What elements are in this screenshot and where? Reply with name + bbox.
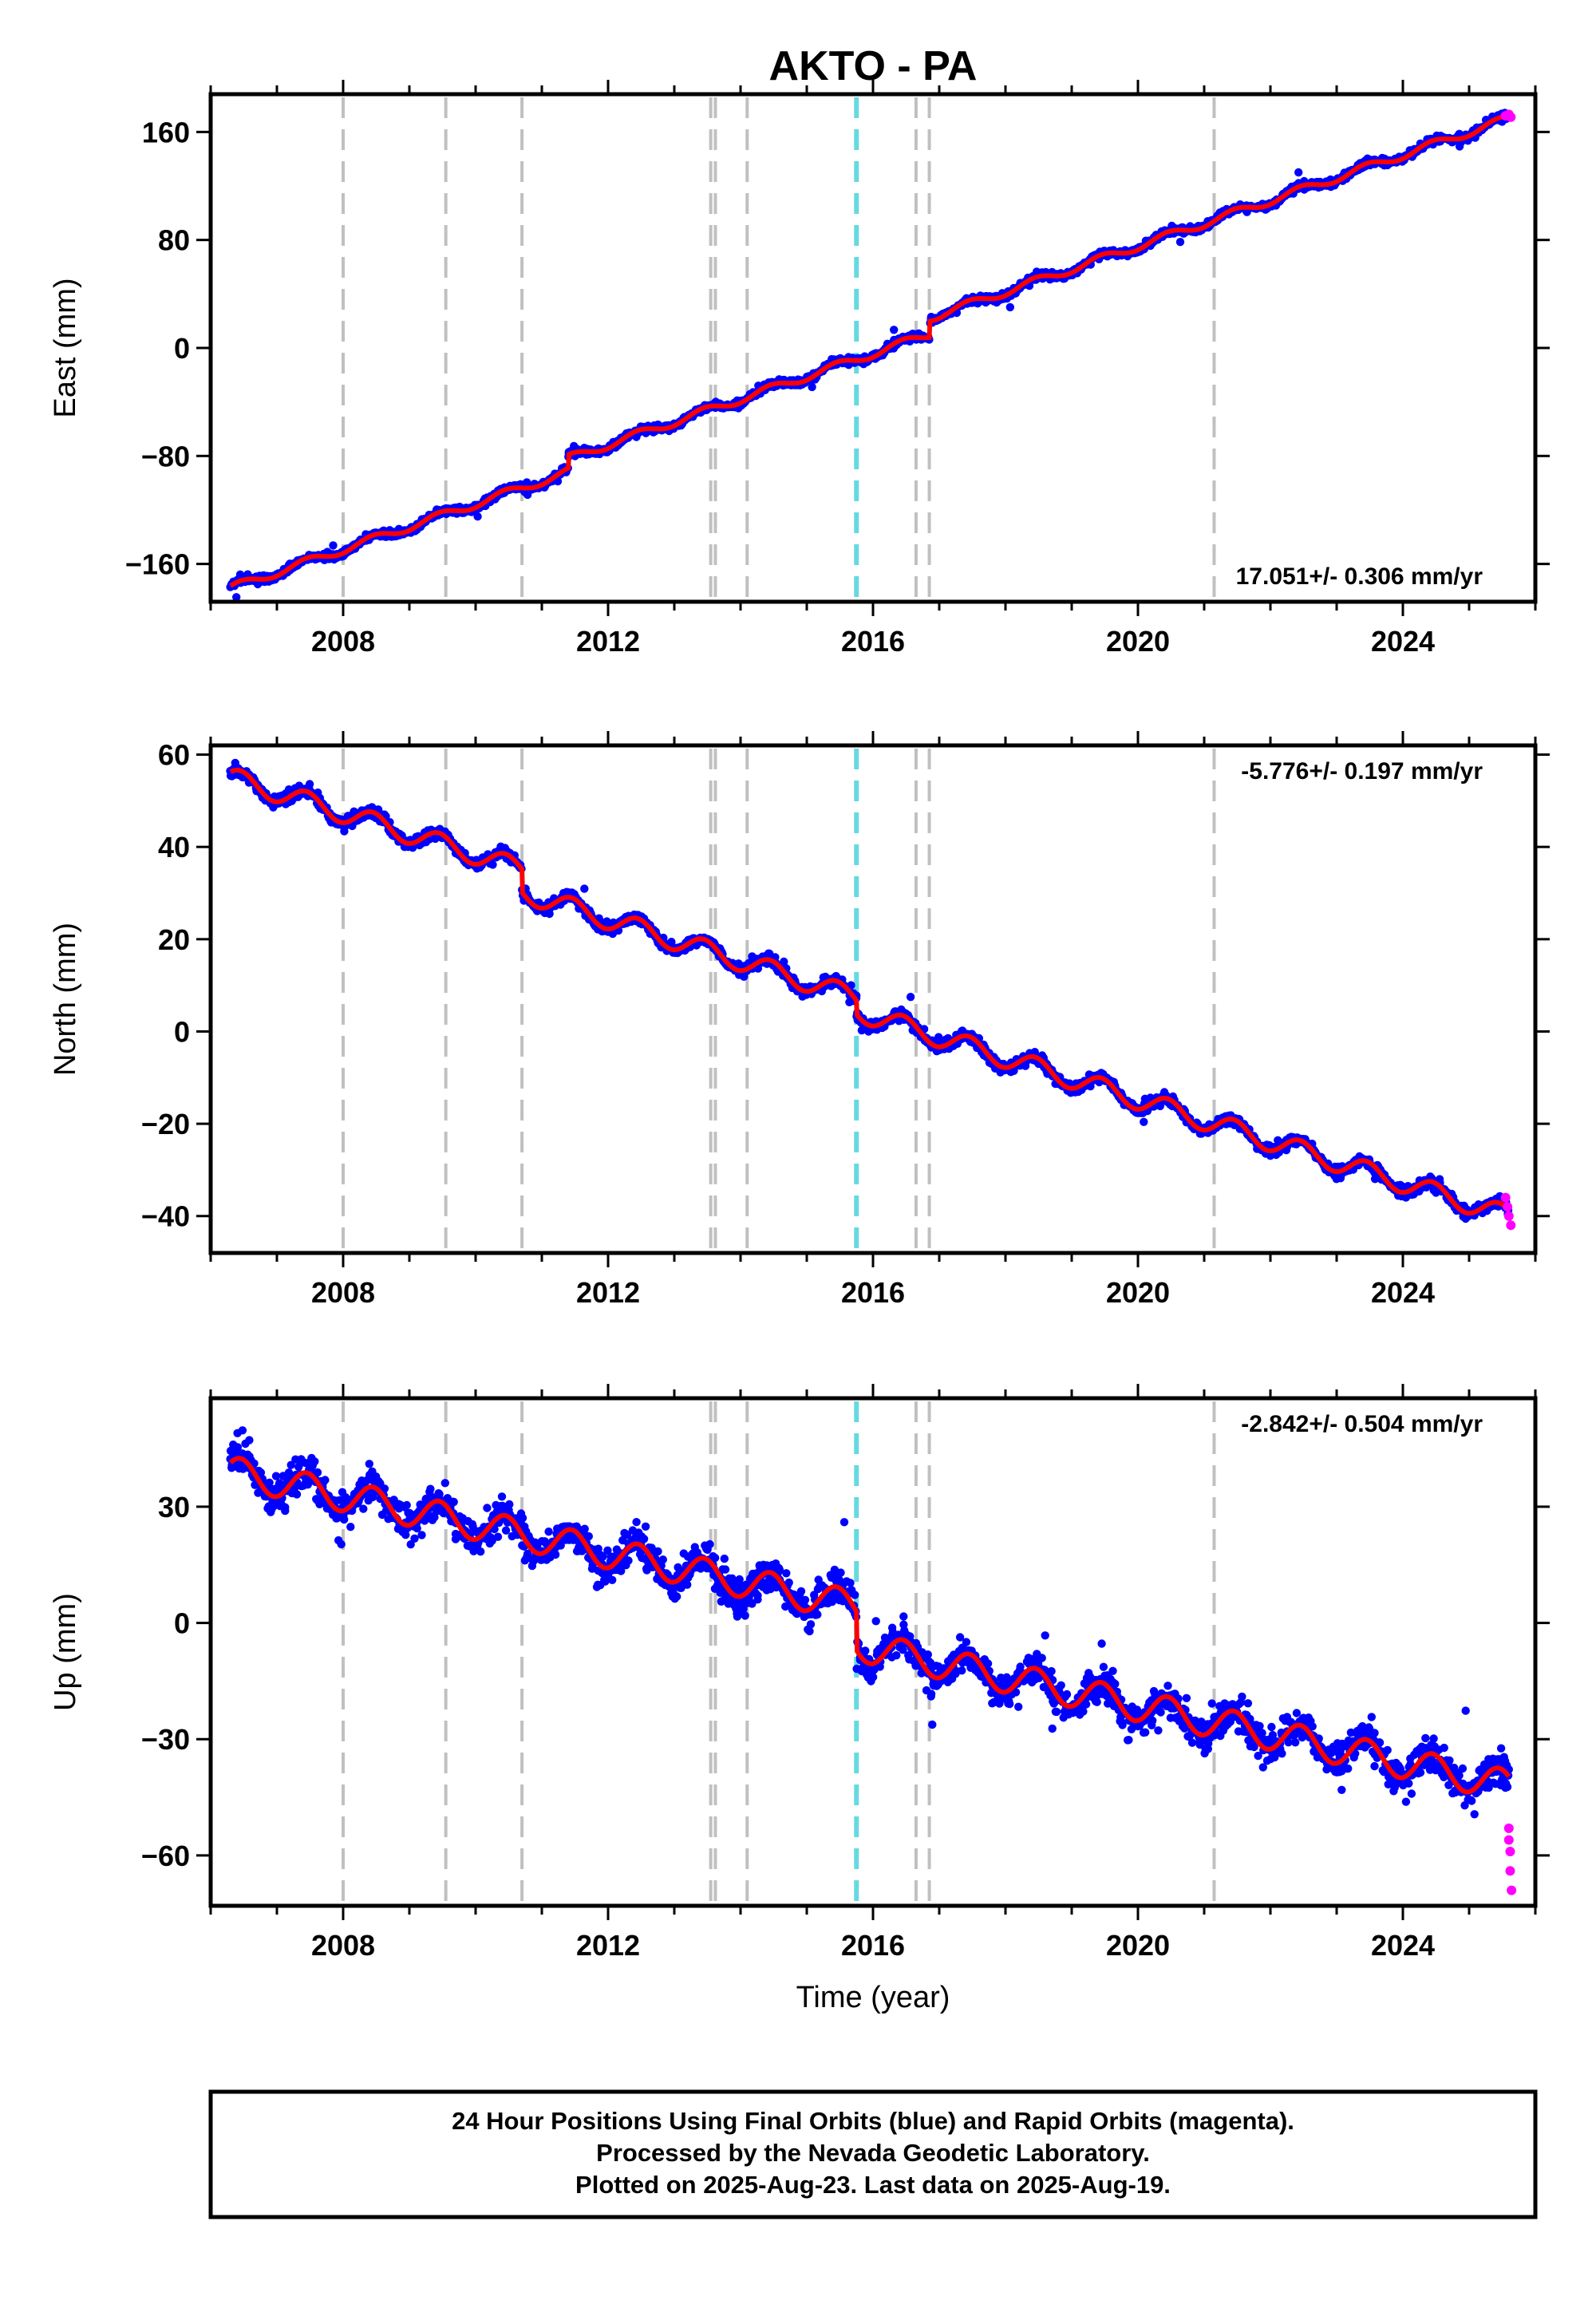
east-point — [1005, 302, 1015, 312]
east-point — [808, 382, 816, 392]
up-point — [310, 1457, 319, 1466]
y-tick-label: −20 — [141, 1108, 190, 1140]
y-tick-label: −160 — [125, 548, 190, 581]
up-point — [440, 1479, 449, 1488]
east-point — [329, 541, 338, 550]
x-tick-label: 2008 — [311, 1276, 375, 1309]
y-tick-label: −80 — [141, 440, 190, 472]
up-point — [337, 1539, 346, 1549]
y-tick-label: 0 — [174, 332, 190, 365]
east-point — [553, 476, 563, 486]
up-point — [340, 1515, 349, 1524]
north-y-axis-label: North (mm) — [49, 923, 82, 1076]
up-point — [410, 1534, 419, 1543]
y-tick-label: −40 — [141, 1200, 190, 1233]
x-tick-label: 2016 — [841, 1276, 905, 1309]
y-tick-label: 0 — [174, 1015, 190, 1048]
up-point — [449, 1497, 458, 1507]
east-point — [232, 593, 241, 602]
y-tick-label: 20 — [158, 923, 190, 956]
up-point — [365, 1460, 373, 1468]
up-point — [417, 1531, 426, 1539]
up-point — [346, 1523, 355, 1531]
east-point — [1175, 238, 1185, 247]
north-point — [580, 884, 589, 893]
north-point — [906, 993, 915, 1002]
east-rate-label: 17.051+/- 0.306 mm/yr — [1236, 563, 1483, 590]
north-point — [488, 860, 497, 869]
north-point — [305, 780, 314, 788]
east-plot-frame — [208, 92, 1538, 604]
up-point — [292, 1490, 302, 1499]
up-point — [476, 1547, 485, 1556]
north-rapid-point — [1503, 1202, 1513, 1212]
x-tick-label: 2012 — [576, 625, 640, 658]
up-point — [359, 1504, 368, 1513]
north-rapid-point — [1503, 1211, 1514, 1221]
north-model-line — [229, 768, 1511, 1216]
y-tick-label: 160 — [142, 116, 190, 148]
x-tick-label: 2012 — [576, 1276, 640, 1309]
up-point — [281, 1503, 290, 1512]
up-point — [238, 1426, 247, 1435]
north-final-orbit-points — [226, 758, 1513, 1223]
north-rate-label: -5.776+/- 0.197 mm/yr — [1241, 758, 1483, 785]
north-rapid-point — [1506, 1220, 1516, 1231]
east-y-axis-label: East (mm) — [49, 278, 82, 417]
up-point — [245, 1436, 254, 1445]
up-final-orbit-points — [226, 1426, 1514, 1819]
up-point — [402, 1500, 411, 1510]
x-tick-label: 2020 — [1106, 625, 1170, 658]
x-tick-label: 2008 — [311, 625, 375, 658]
x-tick-label: 2024 — [1371, 625, 1435, 658]
y-tick-label: 80 — [158, 224, 190, 257]
x-tick-label: 2020 — [1106, 1276, 1170, 1309]
north-rapid-point — [1500, 1192, 1511, 1203]
east-point — [1294, 168, 1303, 177]
y-tick-label: 40 — [158, 831, 190, 864]
x-tick-label: 2016 — [841, 625, 905, 658]
east-point — [473, 512, 482, 521]
up-point — [321, 1476, 330, 1484]
east-panel: 2008 2012 2016 2020 2024 −160 −80 0 80 160 East (m… — [49, 80, 1550, 658]
y-tick-label: 60 — [158, 739, 190, 772]
north-panel: 2008 2012 2016 2020 2024 −40 −20 0 20 40 60 North (… — [49, 731, 1550, 1309]
x-tick-label: 2024 — [1371, 1276, 1435, 1309]
north-point — [1140, 1117, 1148, 1127]
up-point — [483, 1504, 492, 1512]
east-rapid-point — [1506, 112, 1516, 122]
east-model-line — [229, 113, 1509, 588]
east-point — [890, 326, 899, 334]
